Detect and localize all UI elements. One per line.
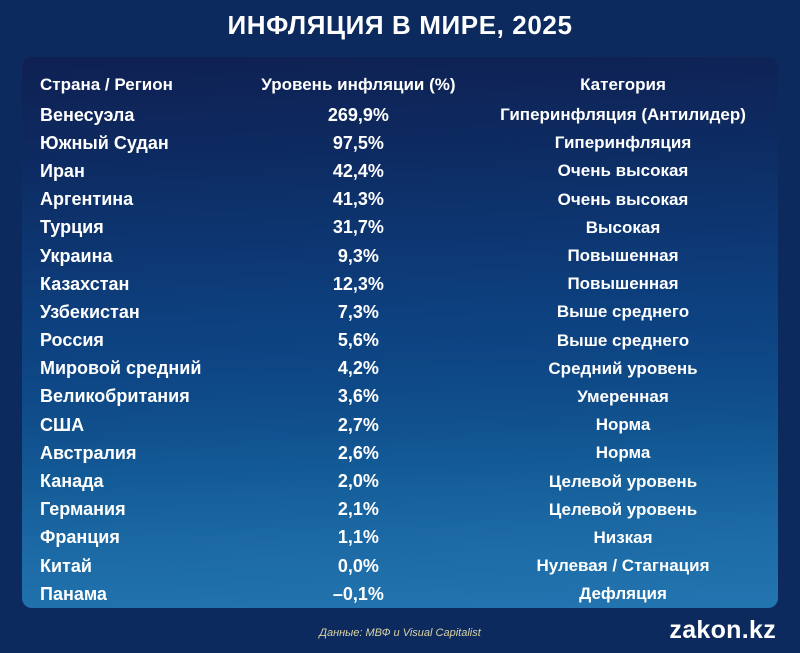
cell-category: Очень высокая	[557, 161, 689, 181]
table-row: Австралия 2,6% Норма	[22, 439, 778, 467]
table-row: Франция 1,1% Низкая	[22, 524, 778, 552]
cell-country: Аргентина	[40, 189, 134, 210]
cell-country: Германия	[40, 499, 126, 520]
table-row: Канада 2,0% Целевой уровень	[22, 467, 778, 495]
cell-category: Гиперинфляция (Антилидер)	[500, 105, 746, 125]
cell-rate: 269,9%	[327, 104, 389, 125]
table-row: США 2,7% Норма	[22, 411, 778, 439]
table-row: Германия 2,1% Целевой уровень	[22, 496, 778, 524]
table-row: Узбекистан 7,3% Выше среднего	[22, 298, 778, 326]
cell-rate: 12,3%	[332, 273, 384, 294]
header-country: Страна / Регион	[40, 75, 173, 94]
cell-country: Украина	[40, 245, 113, 266]
cell-country: Франция	[40, 527, 120, 548]
table-row: Украина 9,3% Повышенная	[22, 242, 778, 270]
cell-category: Повышенная	[567, 274, 679, 294]
cell-country: Россия	[40, 330, 104, 351]
cell-category: Нулевая / Стагнация	[536, 556, 710, 576]
cell-rate: 42,4%	[332, 160, 384, 181]
page-title: ИНФЛЯЦИЯ В МИРЕ, 2025	[227, 10, 573, 40]
cell-category: Очень высокая	[557, 189, 689, 209]
cell-category: Выше среднего	[556, 330, 690, 350]
header-category: Категория	[580, 75, 666, 94]
cell-country: Мировой средний	[40, 358, 202, 379]
cell-category: Норма	[595, 443, 651, 463]
cell-country: Великобритания	[40, 386, 190, 407]
table-row: Казахстан 12,3% Повышенная	[22, 270, 778, 298]
cell-rate: 9,3%	[337, 245, 379, 266]
cell-country: Узбекистан	[40, 301, 140, 322]
cell-rate: 4,2%	[337, 358, 379, 379]
cell-rate: 5,6%	[337, 330, 379, 351]
cell-category: Высокая	[585, 217, 661, 237]
cell-country: Китай	[40, 555, 92, 576]
cell-rate: 3,6%	[337, 386, 379, 407]
cell-category: Дефляция	[579, 584, 667, 604]
cell-rate: 7,3%	[337, 301, 379, 322]
cell-category: Умеренная	[577, 386, 669, 406]
cell-category: Повышенная	[567, 246, 679, 266]
cell-category: Целевой уровень	[548, 471, 698, 491]
table-row: Россия 5,6% Выше среднего	[22, 327, 778, 355]
cell-category: Целевой уровень	[548, 499, 698, 519]
cell-rate: 2,6%	[337, 442, 379, 463]
table-panel: Страна / Регион Уровень инфляции (%) Кат…	[22, 57, 778, 608]
cell-rate: 31,7%	[332, 217, 384, 238]
cell-category: Низкая	[593, 527, 653, 547]
header-rate: Уровень инфляции (%)	[261, 75, 456, 94]
table-body: Венесуэла 269,9% Гиперинфляция (Антилидер)…	[22, 101, 778, 608]
table-row: Панама –0,1% Дефляция	[22, 580, 778, 608]
table-row: Мировой средний 4,2% Средний уровень	[22, 355, 778, 383]
cell-country: США	[40, 414, 85, 435]
brand-logo: zakon.kz	[669, 616, 776, 644]
cell-country: Турция	[40, 217, 104, 238]
table-row: Аргентина 41,3% Очень высокая	[22, 186, 778, 214]
cell-category: Гиперинфляция	[554, 133, 692, 153]
cell-rate: –0,1%	[332, 583, 384, 604]
cell-country: Венесуэла	[40, 104, 135, 125]
cell-category: Выше среднего	[556, 302, 690, 322]
cell-rate: 2,7%	[337, 414, 379, 435]
table-row: Китай 0,0% Нулевая / Стагнация	[22, 552, 778, 580]
table-row: Венесуэла 269,9% Гиперинфляция (Антилидер)	[22, 101, 778, 129]
cell-rate: 41,3%	[332, 189, 384, 210]
cell-country: Южный Судан	[40, 132, 169, 153]
table-row: Великобритания 3,6% Умеренная	[22, 383, 778, 411]
cell-country: Австралия	[40, 442, 137, 463]
cell-country: Казахстан	[40, 273, 130, 294]
cell-rate: 1,1%	[337, 527, 379, 548]
table-row: Турция 31,7% Высокая	[22, 214, 778, 242]
cell-country: Канада	[40, 471, 104, 492]
cell-country: Панама	[40, 583, 107, 604]
cell-rate: 2,1%	[337, 499, 379, 520]
table-row: Южный Судан 97,5% Гиперинфляция	[22, 129, 778, 157]
cell-category: Средний уровень	[548, 358, 698, 378]
cell-rate: 0,0%	[337, 555, 379, 576]
cell-country: Иран	[40, 160, 85, 181]
table-header: Страна / Регион Уровень инфляции (%) Кат…	[22, 69, 778, 101]
cell-rate: 2,0%	[337, 471, 379, 492]
source-note: Данные: МВФ и Visual Capitalist	[319, 627, 481, 639]
cell-category: Норма	[595, 415, 651, 435]
cell-rate: 97,5%	[332, 132, 384, 153]
table-row: Иран 42,4% Очень высокая	[22, 157, 778, 185]
